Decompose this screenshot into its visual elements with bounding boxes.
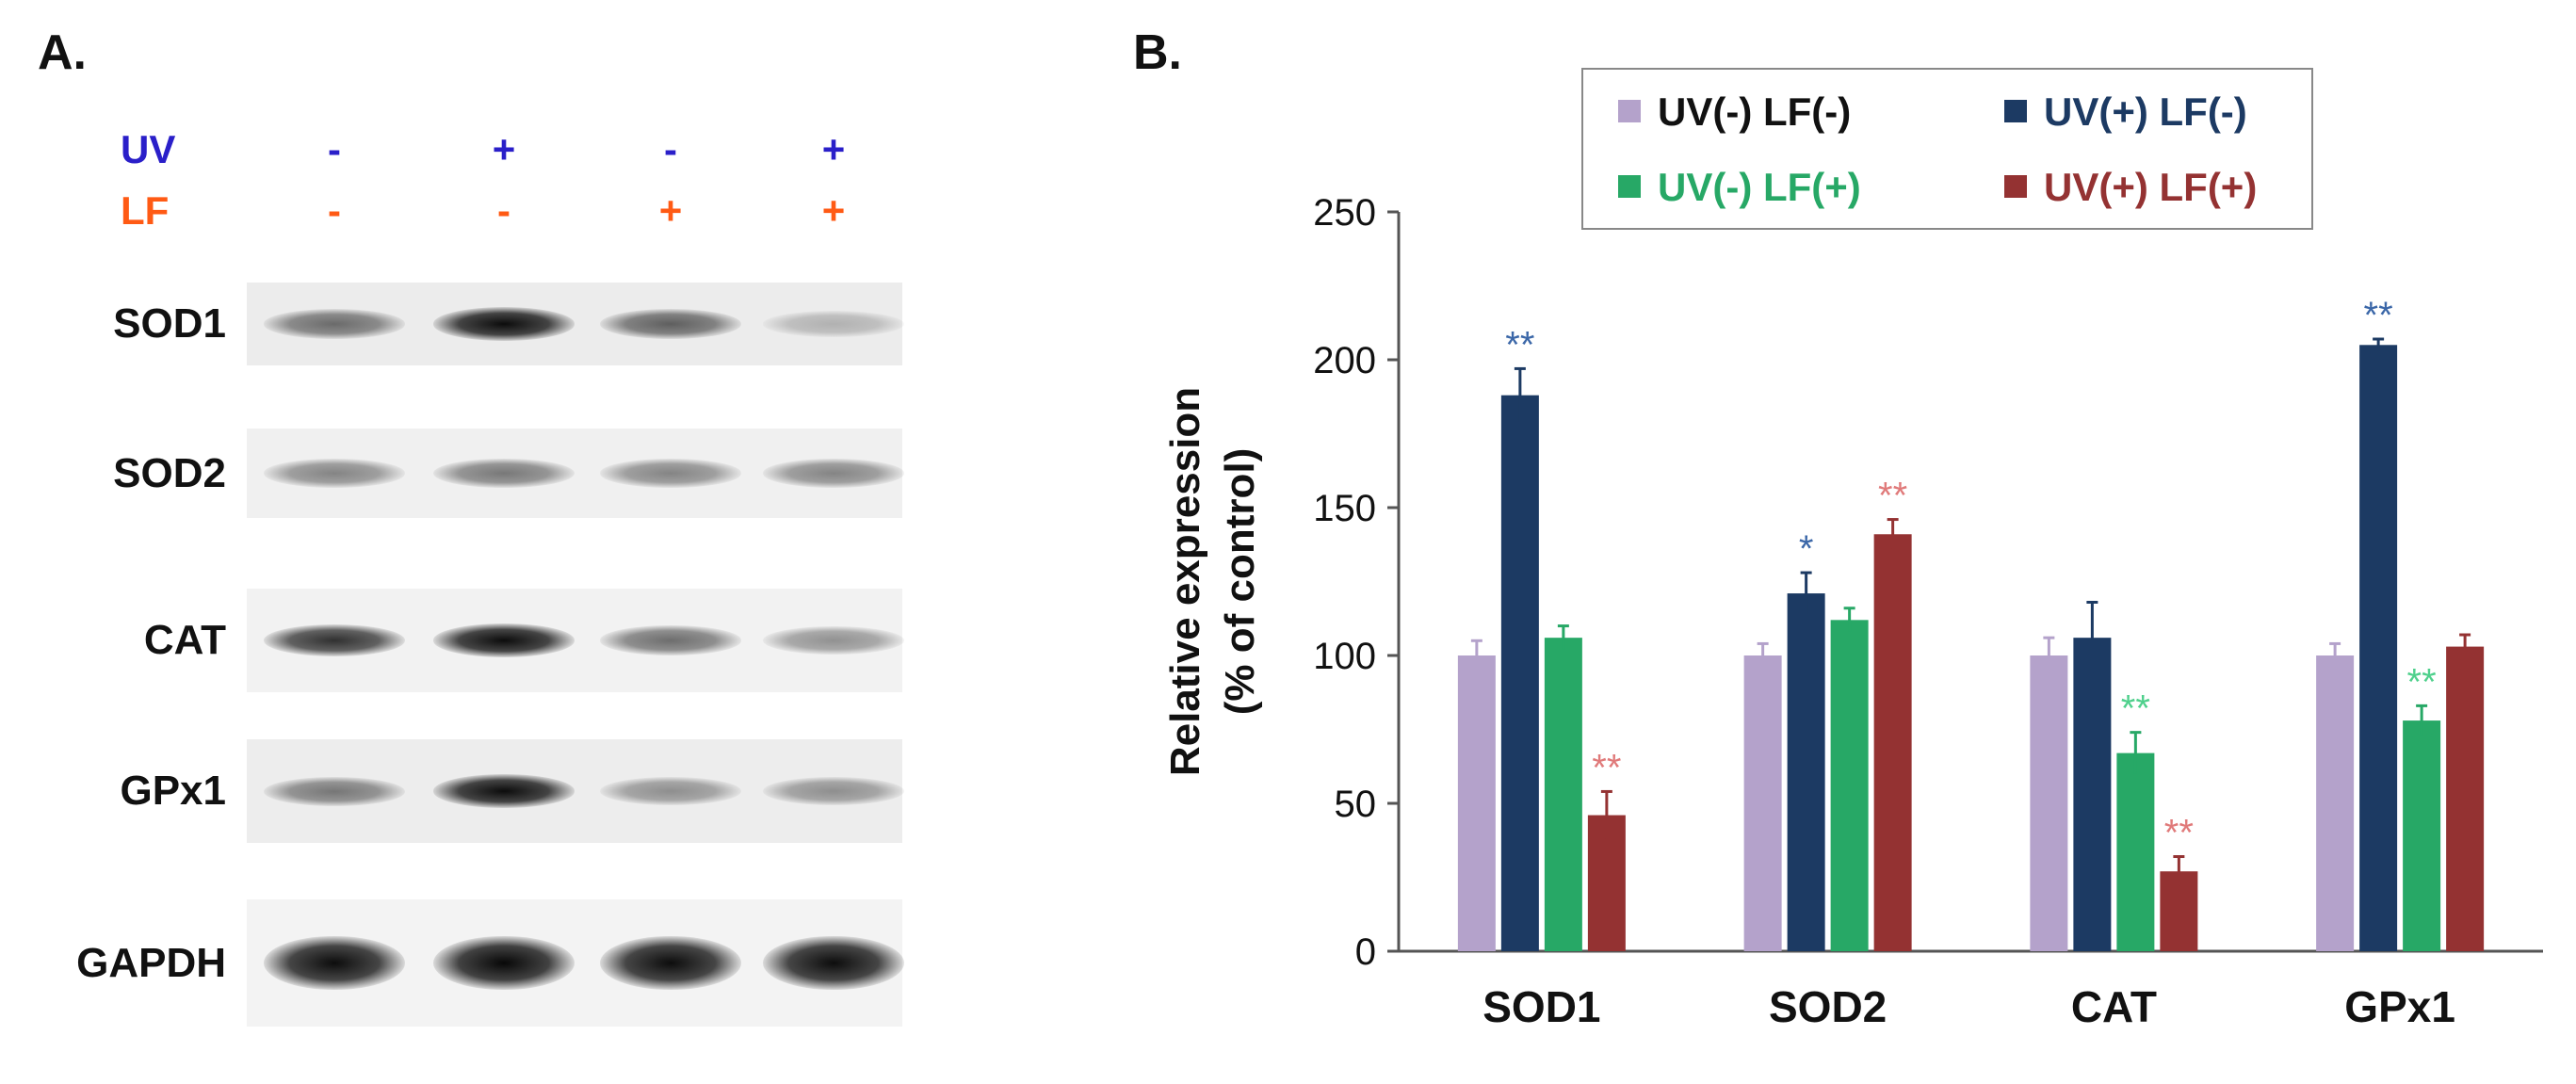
- blot-band-gpx1-lane2: [433, 774, 575, 808]
- blot-band-gpx1-lane1: [264, 776, 405, 806]
- bar-gpx1-series4: [2446, 646, 2485, 951]
- legend-swatch: [2004, 175, 2027, 198]
- legend-label: UV(-) LF(-): [1658, 89, 1851, 134]
- blot-band-gapdh-lane4: [763, 935, 904, 991]
- significance-marker: **: [1878, 476, 1907, 517]
- condition-symbol-uv-lane1: -: [328, 127, 341, 171]
- bar-sod1-series2: [1500, 395, 1539, 951]
- y-tick-label: 250: [1313, 192, 1376, 234]
- legend-label: UV(+) LF(+): [2044, 165, 2257, 209]
- bar-cat-series3: [2116, 752, 2155, 951]
- significance-marker: **: [2121, 688, 2150, 730]
- x-tick-label-sod2: SOD2: [1769, 982, 1887, 1031]
- significance-marker: **: [1505, 324, 1534, 365]
- protein-label-sod1: SOD1: [113, 300, 226, 347]
- bar-sod1-series3: [1544, 638, 1582, 951]
- bar-gpx1-series2: [2359, 345, 2398, 951]
- legend-label: UV(-) LF(+): [1658, 165, 1861, 209]
- legend-label: UV(+) LF(-): [2044, 89, 2247, 134]
- y-tick-label: 50: [1335, 784, 1377, 825]
- blot-band-gpx1-lane3: [600, 777, 741, 805]
- bar-sod2-series1: [1743, 655, 1782, 951]
- significance-marker: **: [2164, 813, 2194, 854]
- protein-label-cat: CAT: [143, 617, 226, 663]
- significance-marker: *: [1799, 528, 1814, 570]
- y-tick-label: 200: [1313, 340, 1376, 381]
- protein-label-sod2: SOD2: [113, 449, 226, 496]
- bar-gpx1-series3: [2403, 720, 2441, 951]
- bar-sod2-series3: [1830, 620, 1869, 951]
- legend: [1581, 68, 2313, 230]
- blot-band-sod2-lane4: [763, 459, 904, 488]
- blot-band-cat-lane4: [763, 626, 904, 655]
- blot-band-sod1-lane1: [264, 309, 405, 339]
- legend-swatch: [2004, 100, 2027, 122]
- x-tick-label-cat: CAT: [2071, 982, 2157, 1031]
- condition-symbol-lf-lane1: -: [328, 188, 341, 233]
- bar-sod2-series4: [1873, 534, 1912, 951]
- blot-band-cat-lane2: [433, 623, 575, 657]
- panel-b-label: B.: [1133, 25, 1182, 80]
- blot-strip-cat: [247, 589, 904, 692]
- condition-label-lf: LF: [121, 188, 170, 233]
- condition-symbol-lf-lane4: +: [821, 188, 846, 233]
- bar-sod2-series2: [1787, 593, 1825, 951]
- panel-a-label: A.: [38, 25, 87, 80]
- bar-cat-series2: [2073, 638, 2112, 951]
- blot-band-sod1-lane3: [600, 309, 741, 339]
- blot-band-cat-lane1: [264, 624, 405, 656]
- blot-band-sod2-lane2: [433, 459, 575, 488]
- blot-band-gpx1-lane4: [763, 777, 904, 805]
- protein-label-gpx1: GPx1: [120, 768, 226, 814]
- bar-cat-series1: [2030, 655, 2068, 951]
- blot-band-gapdh-lane2: [433, 935, 575, 991]
- y-tick-label: 150: [1313, 488, 1376, 529]
- bar-sod1-series1: [1457, 655, 1496, 951]
- y-axis-label: Relative expression (% of control): [1162, 387, 1263, 776]
- condition-symbol-uv-lane4: +: [821, 127, 846, 171]
- blot-strip-gapdh: [247, 899, 904, 1027]
- y-axis-label-line: (% of control): [1217, 448, 1263, 716]
- blot-band-sod1-lane4: [763, 310, 904, 338]
- condition-label-uv: UV: [121, 127, 176, 171]
- y-tick-label: 0: [1355, 931, 1376, 973]
- y-tick-label: 100: [1313, 636, 1376, 677]
- blot-strip-gpx1: [247, 739, 904, 843]
- significance-marker: **: [2407, 661, 2437, 703]
- significance-marker: **: [2364, 295, 2393, 336]
- blot-band-sod1-lane2: [433, 307, 575, 341]
- x-tick-label-gpx1: GPx1: [2344, 982, 2455, 1031]
- legend-swatch: [1618, 175, 1641, 198]
- condition-symbol-lf-lane2: -: [497, 188, 510, 233]
- significance-marker: **: [1592, 747, 1621, 788]
- x-tick-label-sod1: SOD1: [1482, 982, 1600, 1031]
- blot-strip-sod2: [247, 429, 904, 518]
- blot-band-sod2-lane3: [600, 459, 741, 488]
- blot-strip-sod1: [247, 283, 904, 365]
- condition-symbol-lf-lane3: +: [658, 188, 683, 233]
- bar-gpx1-series1: [2316, 655, 2355, 951]
- y-axis-label-line: Relative expression: [1162, 387, 1208, 776]
- protein-label-gapdh: GAPDH: [76, 939, 226, 986]
- legend-swatch: [1618, 100, 1641, 122]
- blot-band-sod2-lane1: [264, 459, 405, 488]
- blot-band-cat-lane3: [600, 625, 741, 655]
- condition-symbol-uv-lane3: -: [664, 127, 677, 171]
- blot-band-gapdh-lane1: [264, 935, 405, 991]
- blot-band-gapdh-lane3: [600, 935, 741, 991]
- condition-symbol-uv-lane2: +: [492, 127, 516, 171]
